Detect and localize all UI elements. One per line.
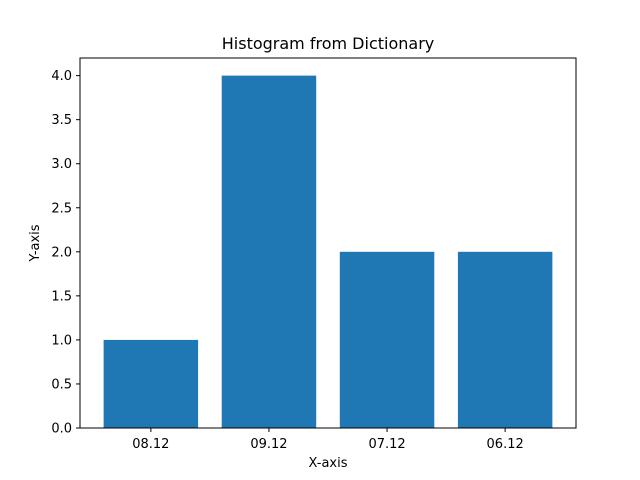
bar-07.12 bbox=[339, 251, 435, 428]
x-axis-ticks: 08.12 09.12 07.12 06.12 bbox=[132, 428, 524, 452]
y-tick-label: 1.0 bbox=[51, 333, 72, 348]
y-tick-label: 1.5 bbox=[51, 289, 72, 304]
y-tick-label: 4.0 bbox=[51, 69, 72, 84]
x-tick-label: 09.12 bbox=[250, 437, 287, 452]
bar-09.12 bbox=[221, 75, 317, 428]
bar-06.12 bbox=[457, 251, 553, 428]
y-tick-label: 3.5 bbox=[51, 113, 72, 128]
y-tick-label: 2.0 bbox=[51, 245, 72, 260]
x-tick-label: 08.12 bbox=[132, 437, 169, 452]
y-tick-label: 0.0 bbox=[51, 422, 72, 437]
chart-title: Histogram from Dictionary bbox=[222, 34, 434, 53]
bars-group bbox=[103, 75, 553, 428]
y-axis-title: Y-axis bbox=[28, 224, 43, 262]
x-tick-label: 07.12 bbox=[368, 437, 405, 452]
bar-08.12 bbox=[103, 339, 199, 428]
y-tick-label: 2.5 bbox=[51, 201, 72, 216]
plot-area-frame bbox=[79, 57, 577, 429]
y-tick-label: 3.0 bbox=[51, 157, 72, 172]
x-axis-title: X-axis bbox=[309, 456, 348, 471]
y-axis-ticks: 0.0 0.5 1.0 1.5 2.0 2.5 3.0 3.5 4.0 bbox=[51, 69, 80, 437]
x-tick-label: 06.12 bbox=[487, 437, 524, 452]
y-tick-label: 0.5 bbox=[51, 377, 72, 392]
